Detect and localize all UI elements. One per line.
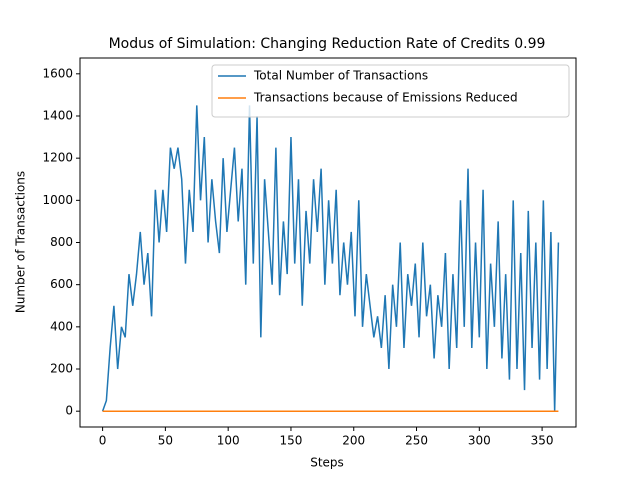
legend-label: Transactions because of Emissions Reduce…: [253, 91, 518, 105]
x-tick-label: 300: [468, 434, 491, 448]
x-tick-label: 150: [280, 434, 303, 448]
x-tick-label: 100: [217, 434, 240, 448]
y-axis-label: Number of Transactions: [14, 171, 28, 313]
x-tick-label: 0: [99, 434, 107, 448]
y-tick-label: 1600: [42, 66, 73, 80]
y-tick-label: 0: [65, 404, 73, 418]
y-tick-label: 800: [50, 235, 73, 249]
x-axis-label: Steps: [310, 456, 344, 470]
y-tick-label: 1000: [42, 193, 73, 207]
y-tick-label: 1200: [42, 151, 73, 165]
y-tick-label: 200: [50, 362, 73, 376]
chart-title: Modus of Simulation: Changing Reduction …: [109, 36, 546, 52]
legend-box: [211, 64, 570, 118]
x-tick-label: 200: [342, 434, 365, 448]
x-tick-label: 50: [158, 434, 173, 448]
legend-label: Total Number of Transactions: [253, 69, 428, 83]
series-line: [101, 105, 560, 412]
y-tick-label: 400: [50, 319, 73, 333]
x-tick-label: 350: [531, 434, 554, 448]
x-tick-label: 250: [405, 434, 428, 448]
y-tick-label: 1400: [42, 108, 73, 122]
y-tick-label: 600: [50, 277, 73, 291]
